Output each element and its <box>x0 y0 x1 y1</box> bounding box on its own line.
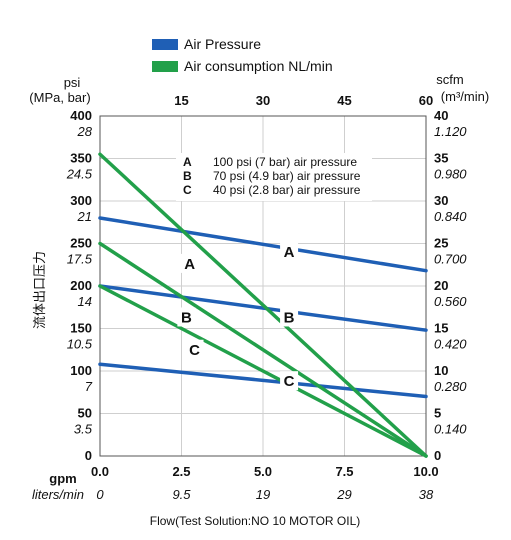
series-label: B <box>284 309 295 326</box>
series-label: A <box>184 256 195 273</box>
x-bottom-title: gpm <box>49 471 76 486</box>
y-left-tick: 50 <box>78 406 92 421</box>
x-bottom-tick: 10.0 <box>413 464 438 479</box>
y-left-tick-mpa: 14 <box>78 294 92 309</box>
y-right-tick-m3: 0.560 <box>434 294 467 309</box>
series-label-bg <box>180 253 199 273</box>
y-left-tick: 300 <box>70 193 92 208</box>
series-label-bg <box>280 242 299 261</box>
series-line-consumption-A <box>98 152 428 458</box>
y-right-tick-m3: 0.280 <box>434 379 467 394</box>
y-right-title: scfm <box>436 72 463 87</box>
y-left-tick-mpa: 28 <box>77 124 93 139</box>
y-right-subtitle: (m³/min) <box>441 89 489 104</box>
x-bottom-tick-lpm: 38 <box>419 487 434 502</box>
y-right-tick-m3: 0.140 <box>434 422 467 437</box>
x-top-tick: 15 <box>174 93 188 108</box>
y-right-tick: 15 <box>434 321 448 336</box>
y-left-side-title: 流体出口压力 <box>32 251 47 329</box>
series-label: B <box>181 309 192 326</box>
legend-swatch <box>152 61 178 72</box>
x-bottom-tick: 7.5 <box>335 464 353 479</box>
series-line-pressure-B <box>98 284 428 332</box>
y-right-tick: 20 <box>434 278 448 293</box>
y-right-tick: 40 <box>434 108 448 123</box>
x-bottom-tick-lpm: 0 <box>96 487 104 502</box>
legend-label: Air Pressure <box>184 36 261 52</box>
x-bottom-tick: 5.0 <box>254 464 272 479</box>
series-label: C <box>189 342 200 359</box>
note-key: C <box>183 183 192 197</box>
y-left-tick-mpa: 10.5 <box>67 337 93 352</box>
x-bottom-tick: 0.0 <box>91 464 109 479</box>
y-left-tick-mpa: 24.5 <box>66 167 93 182</box>
y-right-tick-m3: 0.700 <box>434 252 467 267</box>
series-label: A <box>284 244 295 261</box>
series-label-bg <box>185 339 204 359</box>
legend-swatch <box>152 39 178 50</box>
y-left-tick: 350 <box>70 151 92 166</box>
note-text: 100 psi (7 bar) air pressure <box>213 155 357 169</box>
series-label-bg <box>177 307 196 327</box>
series-line-pressure-A <box>98 216 428 273</box>
x-top-tick: 60 <box>419 93 433 108</box>
series-label-bg <box>280 371 299 391</box>
series-labels: AAB BCC <box>177 242 299 391</box>
y-right-tick: 10 <box>434 363 448 378</box>
y-left-tick: 200 <box>70 278 92 293</box>
y-right-tick-m3: 1.120 <box>434 124 467 139</box>
y-right-tick-m3: 0.420 <box>434 337 467 352</box>
series-line-consumption-C <box>98 284 428 458</box>
series-label: C <box>284 373 295 390</box>
note-text: 70 psi (4.9 bar) air pressure <box>213 169 361 183</box>
x-bottom-subtitle: liters/min <box>32 487 84 502</box>
y-right-tick: 5 <box>434 406 441 421</box>
y-left-tick: 0 <box>85 448 92 463</box>
series-line-consumption-B <box>98 241 428 458</box>
legend: Air Pressure Air consumption NL/min <box>152 36 333 74</box>
y-right-tick: 30 <box>434 193 448 208</box>
legend-label: Air consumption NL/min <box>184 58 333 74</box>
y-left-title: psi <box>64 75 81 90</box>
y-right-tick: 35 <box>434 151 448 166</box>
y-left-tick-mpa: 7 <box>85 379 93 394</box>
x-bottom-tick-lpm: 19 <box>256 487 270 502</box>
series-lines <box>98 152 428 458</box>
x-bottom-tick-lpm: 9.5 <box>172 487 191 502</box>
y-left-tick: 100 <box>70 363 92 378</box>
notes-box: A 100 psi (7 bar) air pressure B 70 psi (4.… <box>176 153 372 201</box>
y-left-tick: 150 <box>70 321 92 336</box>
y-right-tick: 0 <box>434 448 441 463</box>
y-left-tick-mpa: 21 <box>77 209 92 224</box>
x-top-tick: 30 <box>256 93 270 108</box>
y-right-tick-m3: 0.980 <box>434 167 467 182</box>
y-left-tick-mpa: 17.5 <box>67 252 93 267</box>
axis-titles: psi(MPa, bar) scfm (m³/min) 流体出口压力 gpmliters… <box>29 72 489 528</box>
y-left-tick-mpa: 3.5 <box>74 422 93 437</box>
y-left-tick: 250 <box>70 236 92 251</box>
note-key: A <box>183 155 192 169</box>
footer-title: Flow(Test Solution:NO 10 MOTOR OIL) <box>150 514 361 528</box>
notes-bg <box>176 153 372 201</box>
note-key: B <box>183 169 192 183</box>
series-line-pressure-C <box>98 362 428 399</box>
x-bottom-tick: 2.5 <box>172 464 190 479</box>
y-right-tick-m3: 0.840 <box>434 209 467 224</box>
y-right-tick: 25 <box>434 236 448 251</box>
x-bottom-tick-lpm: 29 <box>336 487 351 502</box>
series-label-bg <box>280 307 299 327</box>
x-top-tick: 45 <box>337 93 351 108</box>
y-left-tick: 400 <box>70 108 92 123</box>
y-left-subtitle: (MPa, bar) <box>29 90 90 105</box>
tick-labels: 0503.5100715010.52001425017.53002135024.… <box>66 93 468 502</box>
note-text: 40 psi (2.8 bar) air pressure <box>213 183 361 197</box>
